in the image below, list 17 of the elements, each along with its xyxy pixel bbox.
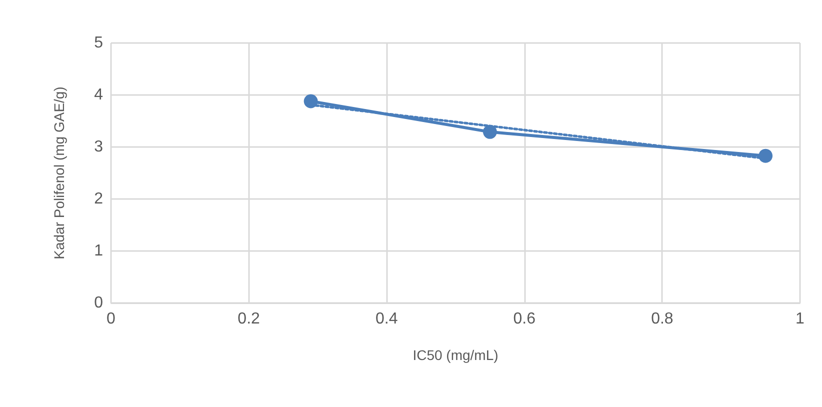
y-tick-label: 4	[94, 86, 104, 104]
x-axis-title: IC50 (mg/mL)	[412, 347, 498, 363]
x-tick-label: 0.2	[238, 310, 260, 328]
x-tick-label: 1	[796, 310, 805, 328]
x-tick-label: 0.6	[513, 310, 536, 328]
y-tick-label: 3	[94, 138, 104, 156]
point	[758, 148, 773, 163]
y-tick-label: 0	[94, 294, 104, 312]
y-tick-label: 1	[94, 242, 104, 260]
y-axis-title: Kadar Polifenol (mg GAE/g)	[51, 86, 67, 260]
y-tick-label: 5	[94, 34, 104, 52]
y-tick-label: 2	[94, 190, 104, 208]
point	[304, 94, 318, 108]
x-tick-label: 0.8	[651, 310, 674, 328]
x-tick-label: 0	[106, 310, 116, 328]
x-tick-label: 0.4	[375, 310, 398, 328]
point	[482, 124, 497, 139]
